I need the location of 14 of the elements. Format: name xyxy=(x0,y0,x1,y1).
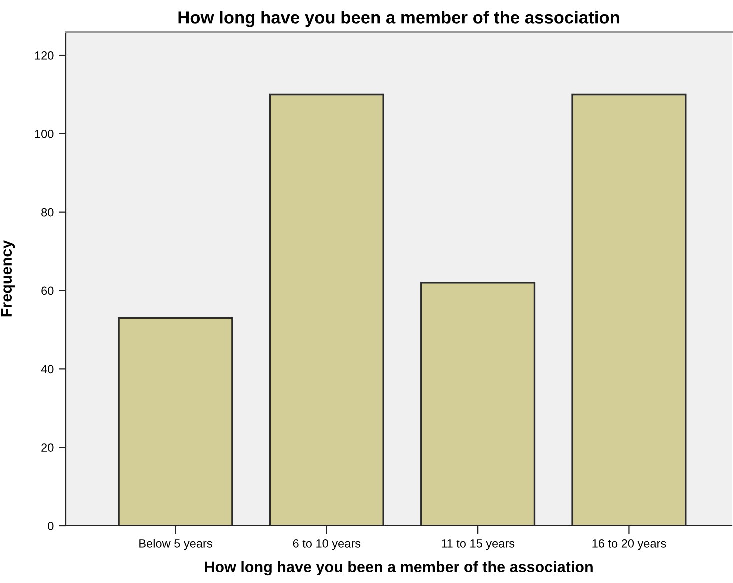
y-tick-label: 80 xyxy=(42,208,54,217)
y-tick-label: 40 xyxy=(41,365,54,374)
y-tick-label: 60 xyxy=(42,286,54,296)
y-tick-label: 120 xyxy=(35,52,54,60)
x-tick-label: 11 to 15 years xyxy=(442,540,515,550)
x-tick-label: Below 5 years xyxy=(140,539,212,550)
x-tick-label: 16 to 20 years xyxy=(592,540,666,550)
y-tick-label: 20 xyxy=(42,444,54,452)
chart-title: How long have you been a member of the association xyxy=(178,11,620,28)
y-axis-title: Frequency xyxy=(1,240,16,317)
x-tick-label: 6 to 10 years xyxy=(293,540,361,550)
y-tick-label: 0 xyxy=(48,522,54,530)
x-axis-title: How long have you been a member of the association xyxy=(205,561,593,576)
y-tick-label: 100 xyxy=(35,130,54,138)
